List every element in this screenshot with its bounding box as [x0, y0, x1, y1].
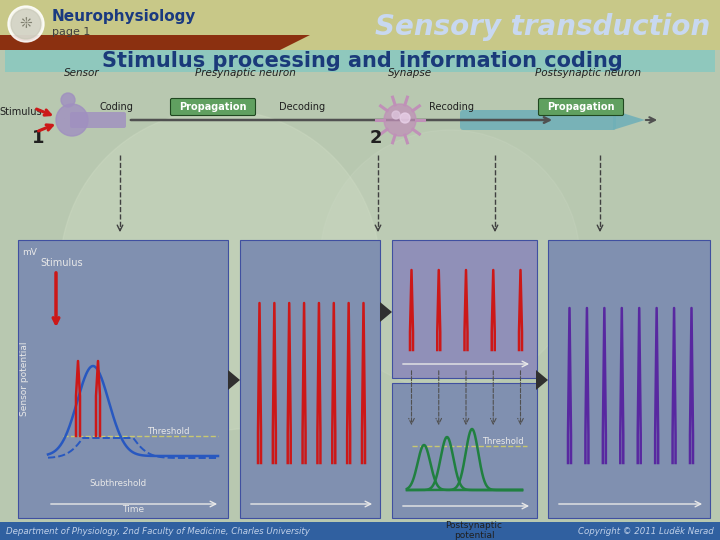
Bar — [0, 0, 720, 50]
Circle shape — [8, 6, 44, 42]
Text: Time: Time — [122, 505, 144, 514]
Polygon shape — [536, 370, 548, 390]
Bar — [240, 240, 380, 518]
Text: 1: 1 — [32, 129, 45, 147]
FancyBboxPatch shape — [460, 110, 616, 130]
Text: Propagation: Propagation — [179, 102, 247, 112]
Bar — [18, 240, 228, 518]
Bar — [548, 240, 710, 518]
Text: potential: potential — [454, 531, 495, 540]
Text: Copyright © 2011 Luděk Nerad: Copyright © 2011 Luděk Nerad — [578, 526, 714, 536]
Polygon shape — [228, 370, 240, 390]
Text: Stimulus: Stimulus — [0, 107, 42, 117]
Text: Subthreshold: Subthreshold — [89, 479, 147, 488]
Text: Postsynaptic: Postsynaptic — [446, 521, 503, 530]
Text: Neurophysiology: Neurophysiology — [52, 9, 197, 24]
Text: mV: mV — [22, 248, 37, 257]
FancyBboxPatch shape — [539, 98, 624, 116]
Text: Propagation: Propagation — [547, 102, 615, 112]
Text: Stimulus: Stimulus — [40, 258, 83, 268]
Bar — [5, 50, 715, 72]
Text: Stimulus processing and information coding: Stimulus processing and information codi… — [102, 51, 622, 71]
Text: page 1: page 1 — [52, 27, 91, 37]
Text: Sensor potential: Sensor potential — [20, 342, 30, 416]
Text: ❊: ❊ — [19, 17, 32, 31]
Text: Recoding: Recoding — [430, 102, 474, 112]
Polygon shape — [380, 302, 392, 322]
Text: Synapse: Synapse — [388, 68, 432, 78]
Text: Department of Physiology, 2nd Faculty of Medicine, Charles University: Department of Physiology, 2nd Faculty of… — [6, 526, 310, 536]
Polygon shape — [0, 35, 310, 50]
Circle shape — [384, 104, 416, 136]
FancyBboxPatch shape — [70, 112, 126, 128]
Circle shape — [320, 130, 580, 390]
Bar — [392, 383, 537, 518]
Bar — [392, 240, 537, 378]
Polygon shape — [613, 110, 645, 130]
Text: Sensory transduction: Sensory transduction — [374, 13, 710, 41]
Circle shape — [56, 104, 88, 136]
Text: Decoding: Decoding — [279, 102, 325, 112]
Text: Threshold: Threshold — [148, 427, 191, 436]
Circle shape — [60, 110, 380, 430]
Text: Presynaptic neuron: Presynaptic neuron — [194, 68, 295, 78]
Circle shape — [61, 93, 75, 107]
Text: Sensor: Sensor — [64, 68, 100, 78]
Text: Postsynaptic neuron: Postsynaptic neuron — [535, 68, 641, 78]
Text: Threshold: Threshold — [482, 437, 523, 446]
Circle shape — [392, 111, 400, 119]
Bar — [0, 522, 720, 540]
Circle shape — [400, 113, 410, 123]
FancyBboxPatch shape — [171, 98, 256, 116]
Circle shape — [11, 9, 41, 39]
Text: Coding: Coding — [99, 102, 133, 112]
Text: 2: 2 — [370, 129, 382, 147]
